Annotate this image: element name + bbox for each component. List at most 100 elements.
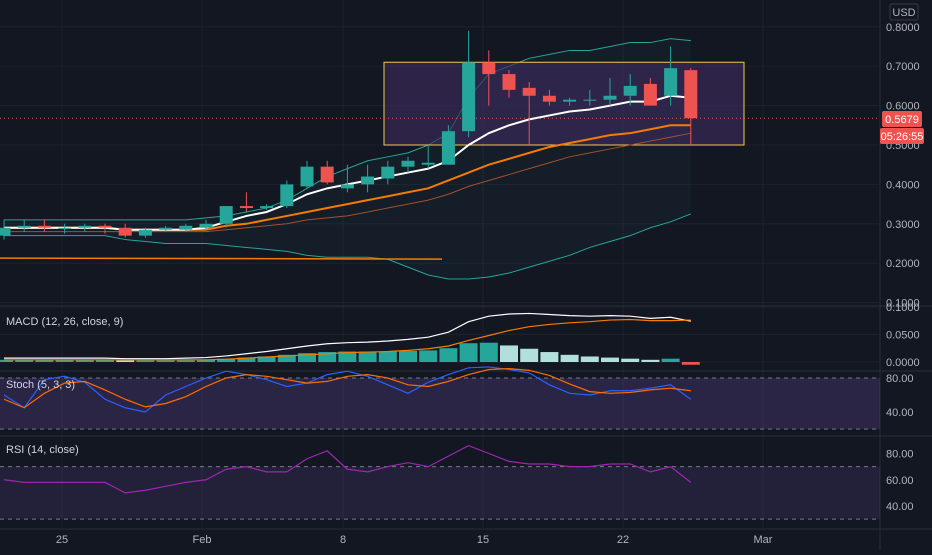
macd-histogram-bar <box>681 362 700 365</box>
macd-pane[interactable] <box>0 312 700 365</box>
candle-body[interactable] <box>0 227 11 236</box>
macd-histogram-bar <box>136 360 155 362</box>
macd-histogram-bar <box>156 360 175 362</box>
macd-line <box>4 312 691 360</box>
macd-axis-tick-label: 0.1000 <box>886 302 920 314</box>
candle-body[interactable] <box>664 68 678 96</box>
candle-body[interactable] <box>482 62 496 75</box>
macd-histogram-bar <box>217 358 236 362</box>
candle-body[interactable] <box>138 229 152 236</box>
x-axis-tick-label: 25 <box>56 534 68 546</box>
rsi-axis-tick-label: 80.00 <box>886 449 914 461</box>
candle-body[interactable] <box>401 160 415 167</box>
candle-body[interactable] <box>179 225 193 230</box>
consolidation-box[interactable] <box>383 61 745 146</box>
price-axis-tick-label: 0.2000 <box>886 258 920 270</box>
candle-body[interactable] <box>320 166 334 183</box>
last-price-badge <box>882 111 922 127</box>
macd-histogram-bar <box>560 354 579 362</box>
macd-histogram-bar <box>358 351 377 362</box>
candle-body[interactable] <box>78 225 92 228</box>
macd-histogram-bar <box>15 359 34 362</box>
price-pane[interactable] <box>0 30 880 280</box>
candle-body[interactable] <box>280 184 294 207</box>
candle-body[interactable] <box>603 95 617 100</box>
stoch-band <box>0 378 880 429</box>
candle-body[interactable] <box>684 70 698 119</box>
candle-body[interactable] <box>98 225 112 228</box>
countdown-value: 05:26:55 <box>881 131 924 143</box>
macd-histogram-bar <box>55 359 74 362</box>
macd-histogram-bar <box>298 353 316 362</box>
candle-body[interactable] <box>159 227 173 230</box>
x-axis-tick-label: 15 <box>477 534 489 546</box>
macd-histogram-bar <box>338 351 357 362</box>
currency-label[interactable]: USD <box>892 7 915 19</box>
rsi-axis-tick-label: 60.00 <box>886 475 914 487</box>
candle-body[interactable] <box>37 225 51 228</box>
candle-body[interactable] <box>17 225 31 228</box>
macd-histogram-bar <box>641 359 660 362</box>
candle-body[interactable] <box>199 223 213 228</box>
x-axis-tick-label: Mar <box>754 534 773 546</box>
candle-body[interactable] <box>58 227 72 229</box>
price-axis-tick-label: 0.7000 <box>886 61 920 73</box>
macd-histogram-bar <box>479 342 498 362</box>
ma-slow-line <box>4 132 691 233</box>
macd-histogram-bar <box>197 359 215 362</box>
candle-body[interactable] <box>300 166 314 187</box>
candle-body[interactable] <box>441 131 455 165</box>
candle-body[interactable] <box>643 83 657 106</box>
macd-histogram-bar <box>601 357 619 362</box>
candle-body[interactable] <box>118 227 132 236</box>
axes: 25 Feb 8 15 22 Mar0.80000.70000.60000.50000.4… <box>56 22 920 546</box>
macd-signal-line <box>4 318 691 361</box>
candle-body[interactable] <box>421 162 435 165</box>
macd-histogram-bar <box>378 351 397 362</box>
macd-histogram-bar <box>661 358 680 362</box>
macd-histogram-bar <box>500 345 518 362</box>
x-axis-tick-label: 22 <box>617 534 629 546</box>
macd-histogram-bar <box>459 343 478 362</box>
candle-body[interactable] <box>563 99 577 102</box>
macd-histogram-bar <box>0 359 13 362</box>
candle-body[interactable] <box>340 184 354 189</box>
candle-body[interactable] <box>239 206 253 209</box>
macd-axis-tick-label: 0.0500 <box>886 329 920 341</box>
rsi-pane[interactable] <box>0 444 880 520</box>
macd-histogram-bar <box>520 348 539 362</box>
candle-body[interactable] <box>502 74 516 90</box>
candle-body[interactable] <box>462 62 476 132</box>
price-axis-tick-label: 0.8000 <box>886 22 920 34</box>
candle-body[interactable] <box>361 176 375 185</box>
candle-body[interactable] <box>522 87 536 96</box>
macd-histogram-bar <box>116 360 135 362</box>
currency-label-box[interactable] <box>889 3 919 21</box>
macd-histogram-bar <box>580 356 599 362</box>
macd-histogram-bar <box>75 359 94 362</box>
macd-histogram-bar <box>399 350 417 362</box>
bollinger-lower-line <box>4 213 691 280</box>
candle-body[interactable] <box>623 85 637 96</box>
x-axis-tick-label: Feb <box>193 534 212 546</box>
macd-histogram-bar <box>257 356 276 362</box>
candle-body[interactable] <box>583 99 597 101</box>
candle-body[interactable] <box>542 95 556 102</box>
price-axis-tick-label: 0.4000 <box>886 179 920 191</box>
candle-body[interactable] <box>381 166 395 179</box>
stoch-pane[interactable] <box>0 366 880 430</box>
stoch-title: Stoch (5, 3, 3) <box>6 379 75 391</box>
macd-histogram-bar <box>35 359 54 362</box>
rsi-line <box>3 444 692 494</box>
stoch-k-line <box>3 366 692 413</box>
macd-histogram-bar <box>540 352 559 362</box>
macd-title: MACD (12, 26, close, 9) <box>6 316 123 328</box>
candle-body[interactable] <box>260 206 274 209</box>
stoch-axis-tick-label: 40.00 <box>886 407 914 419</box>
candle-body[interactable] <box>219 206 233 224</box>
macd-histogram-bar <box>621 358 640 362</box>
price-axis-tick-label: 0.3000 <box>886 219 920 231</box>
macd-histogram-bar <box>318 352 337 362</box>
